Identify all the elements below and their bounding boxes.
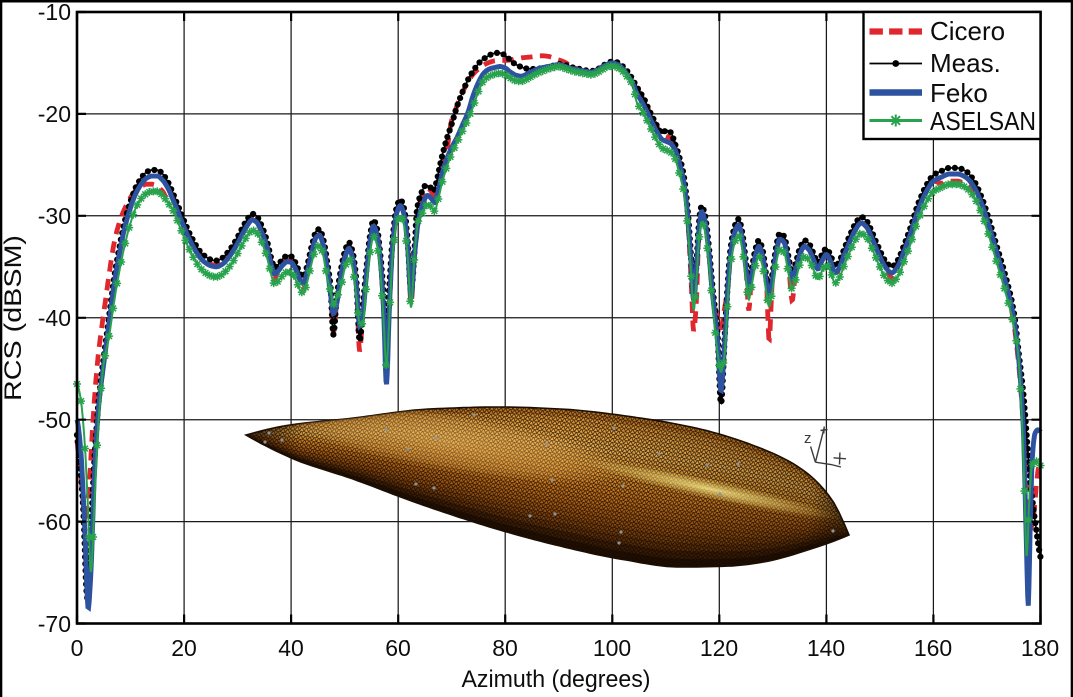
svg-text:-70: -70	[38, 611, 71, 637]
svg-text:180: 180	[1021, 635, 1059, 661]
svg-text:160: 160	[914, 635, 952, 661]
svg-text:60: 60	[385, 635, 411, 661]
svg-text:-10: -10	[38, 0, 71, 25]
svg-text:RCS (dBSM): RCS (dBSM)	[0, 235, 27, 401]
svg-text:-20: -20	[38, 101, 71, 127]
svg-text:20: 20	[171, 635, 197, 661]
svg-text:z: z	[804, 430, 812, 447]
svg-text:ASELSAN: ASELSAN	[930, 106, 1036, 136]
svg-text:100: 100	[593, 635, 631, 661]
svg-text:-40: -40	[38, 305, 71, 331]
svg-text:Azimuth (degrees): Azimuth (degrees)	[462, 666, 651, 693]
svg-text:Feko: Feko	[930, 78, 988, 108]
svg-text:0: 0	[71, 635, 84, 661]
svg-text:140: 140	[807, 635, 845, 661]
svg-text:80: 80	[492, 635, 518, 661]
svg-text:Meas.: Meas.	[930, 48, 1001, 78]
svg-text:120: 120	[700, 635, 738, 661]
svg-text:40: 40	[278, 635, 304, 661]
svg-text:Cicero: Cicero	[930, 16, 1005, 46]
svg-text:-50: -50	[38, 407, 71, 433]
svg-text:-30: -30	[38, 203, 71, 229]
svg-text:-60: -60	[38, 509, 71, 535]
